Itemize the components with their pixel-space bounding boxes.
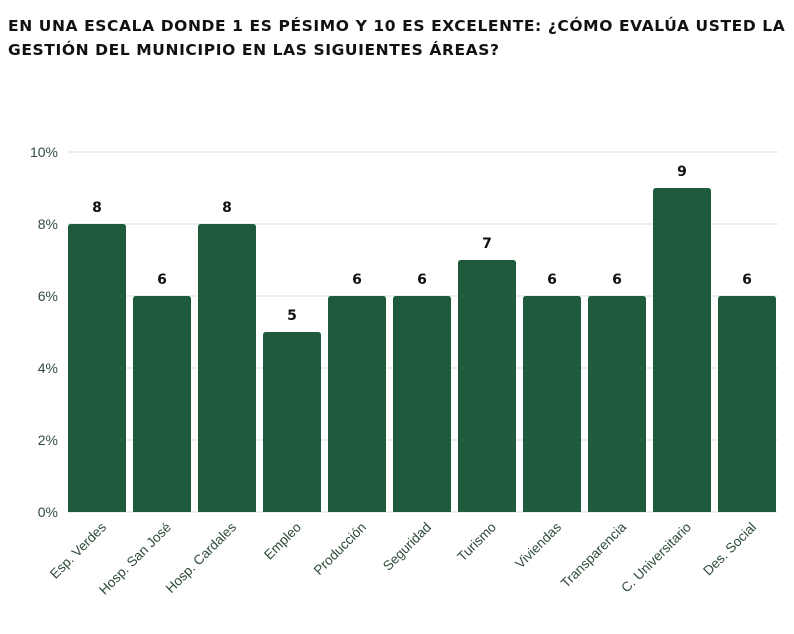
x-tick-label: C. Universitario xyxy=(618,520,694,596)
data-label: 6 xyxy=(417,272,427,288)
chart-title: EN UNA ESCALA DONDE 1 ES PÉSIMO Y 10 ES … xyxy=(8,17,786,59)
bar xyxy=(198,224,256,512)
y-tick-label: 0% xyxy=(38,504,58,520)
x-tick-label: Producción xyxy=(311,520,369,578)
x-tick-label: Empleo xyxy=(261,520,304,563)
data-label: 8 xyxy=(222,200,232,216)
x-tick-label: Viviendas xyxy=(512,519,564,571)
y-tick-label: 2% xyxy=(38,432,58,448)
bar xyxy=(718,296,776,512)
x-tick-label: Esp. Verdes xyxy=(47,519,109,581)
bar xyxy=(393,296,451,512)
data-label: 9 xyxy=(677,164,687,180)
y-tick-label: 10% xyxy=(30,144,58,160)
y-tick-label: 8% xyxy=(38,216,58,232)
data-label: 6 xyxy=(547,272,557,288)
bar xyxy=(133,296,191,512)
data-label: 8 xyxy=(92,200,102,216)
bar xyxy=(263,332,321,512)
bar xyxy=(523,296,581,512)
bar xyxy=(653,188,711,512)
x-tick-label: Hosp. Cardales xyxy=(163,519,240,596)
data-label: 5 xyxy=(287,308,297,324)
data-label: 7 xyxy=(482,236,492,252)
bar xyxy=(328,296,386,512)
bar xyxy=(458,260,516,512)
y-tick-label: 6% xyxy=(38,288,58,304)
bar xyxy=(588,296,646,512)
data-label: 6 xyxy=(612,272,622,288)
x-tick-label: Seguridad xyxy=(380,520,434,574)
data-label: 6 xyxy=(742,272,752,288)
x-tick-label: Turismo xyxy=(454,520,499,565)
data-label: 6 xyxy=(157,272,167,288)
x-tick-label: Transparencia xyxy=(558,519,630,591)
x-tick-label: Des. Social xyxy=(700,520,759,579)
bar xyxy=(68,224,126,512)
data-label: 6 xyxy=(352,272,362,288)
y-tick-label: 4% xyxy=(38,360,58,376)
